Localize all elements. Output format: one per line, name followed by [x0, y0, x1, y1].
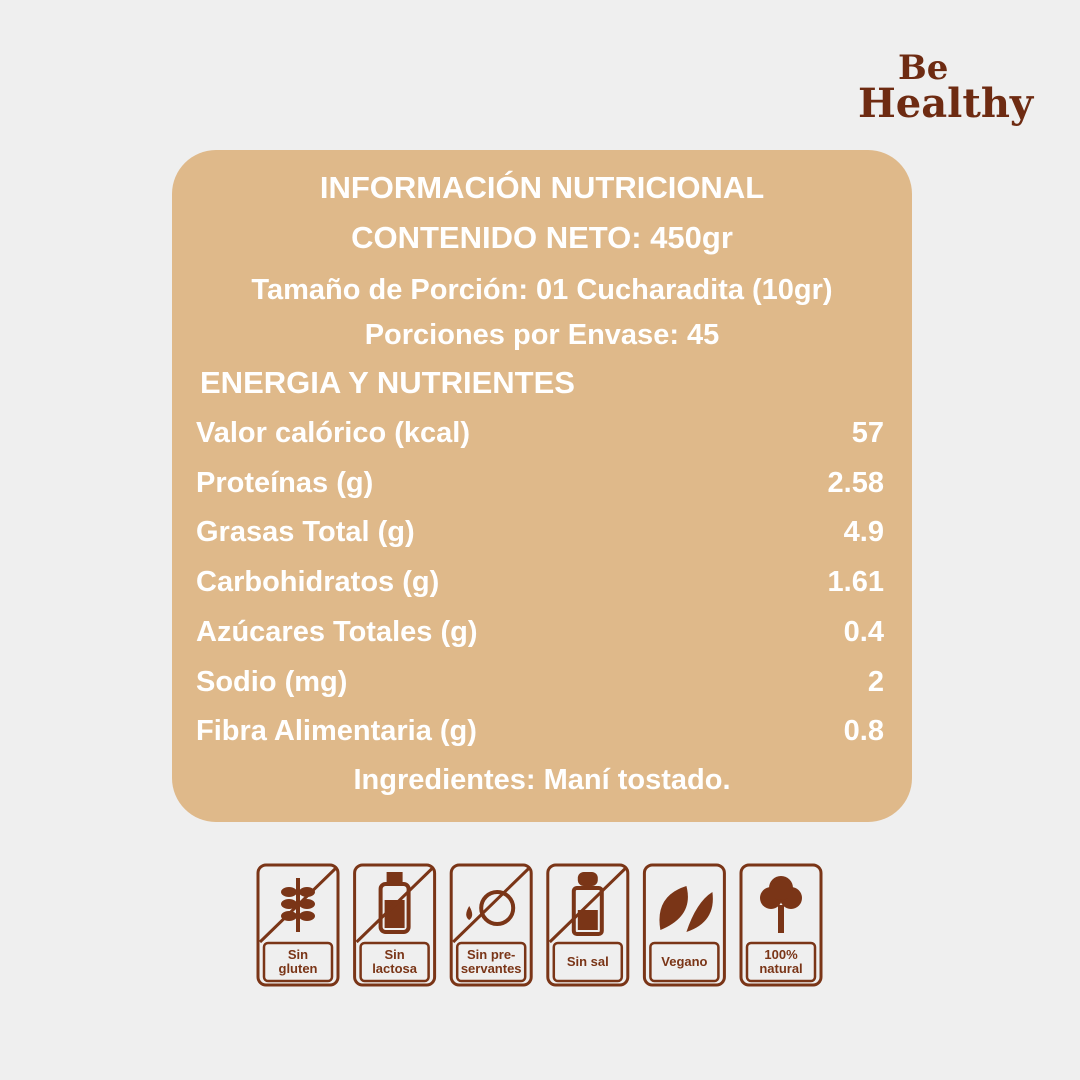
serving-size: Tamaño de Porción: 01 Cucharadita (10gr): [251, 274, 833, 306]
icon: [577, 872, 598, 886]
badge-label-box: [262, 941, 334, 983]
badge-label: gluten: [279, 961, 318, 976]
nutrient-value: 0.8: [843, 715, 884, 748]
badge-label: Sin: [288, 947, 308, 962]
nutrient-label: Proteínas (g): [196, 466, 374, 499]
panel-title: INFORMACIÓN NUTRICIONAL: [319, 170, 765, 205]
icon: [299, 911, 315, 921]
net-content: CONTENIDO NETO: 450gr: [351, 220, 733, 255]
brand-line2: Healthy: [858, 80, 1034, 127]
icon: [386, 872, 403, 884]
nutrient-value: 57: [851, 417, 884, 449]
nutrient-label: Azúcares Totales (g): [196, 615, 478, 648]
nutrient-label: Carbohidratos (g): [196, 566, 440, 599]
badge-label-box: [745, 941, 817, 983]
icon: [479, 890, 516, 926]
badge-label-box: [455, 941, 527, 983]
nutrient-value: 1.61: [827, 566, 884, 599]
badge-frame: [449, 863, 533, 987]
servings: Porciones por Envase: 45: [364, 319, 720, 351]
nutrient-value: 0.4: [843, 615, 884, 648]
icon: [659, 886, 688, 930]
nutrient-label: Grasas Total (g): [196, 516, 415, 549]
strike: [258, 866, 338, 944]
icon: [281, 887, 297, 897]
badge-label: Sin: [384, 947, 404, 962]
badge-label: Sin sal: [567, 954, 609, 969]
icon: [384, 900, 405, 928]
strike: [355, 866, 434, 944]
icon: [778, 905, 784, 933]
badge-label: 100%: [764, 947, 798, 962]
icon: [466, 906, 473, 920]
icon: [299, 887, 315, 897]
nutrient-value: 2: [867, 665, 884, 698]
badge-frame: [546, 863, 630, 987]
badge-label: lactosa: [372, 961, 418, 976]
badge: Sin sal: [546, 863, 630, 987]
icon: [780, 887, 802, 909]
badge-label: natural: [759, 961, 802, 976]
nutrient-value: 2.58: [827, 466, 884, 499]
icon: [378, 882, 411, 934]
badge-label-box: [552, 941, 624, 983]
badge-label: servantes: [461, 961, 522, 976]
nutrient-value: 4.9: [843, 516, 884, 549]
badge-frame: [353, 863, 437, 987]
icon: [281, 899, 297, 909]
nutrient-label: Fibra Alimentaria (g): [196, 715, 477, 748]
badge-frame: [256, 863, 340, 987]
badge-frame: [642, 863, 726, 987]
badge: Vegano: [642, 863, 726, 987]
badge-label: Vegano: [661, 954, 707, 969]
nutrient-label: Valor calórico (kcal): [196, 417, 471, 449]
brand-line1: Be: [898, 48, 949, 88]
strike: [452, 866, 531, 944]
icon: [571, 886, 604, 936]
badge: 100%natural: [739, 863, 823, 987]
badge-label-box: [649, 941, 720, 983]
nutrient-label: Sodio (mg): [196, 665, 348, 698]
icon: [760, 887, 782, 909]
icon: [577, 910, 598, 930]
ingredients: Ingredientes: Maní tostado.: [353, 764, 731, 796]
nutrition-panel: INFORMACIÓN NUTRICIONAL CONTENIDO NETO: …: [172, 150, 912, 822]
badge-label-box: [359, 941, 430, 983]
strike: [548, 866, 627, 944]
badge-label: Sin pre-: [467, 947, 515, 962]
badge: Sin pre-servantes: [449, 863, 533, 987]
icon: [281, 911, 297, 921]
icon: [686, 892, 713, 932]
icon: [299, 899, 315, 909]
section-title: ENERGIA Y NUTRIENTES: [200, 365, 575, 400]
icon: [769, 876, 793, 900]
badge-frame: [739, 863, 823, 987]
